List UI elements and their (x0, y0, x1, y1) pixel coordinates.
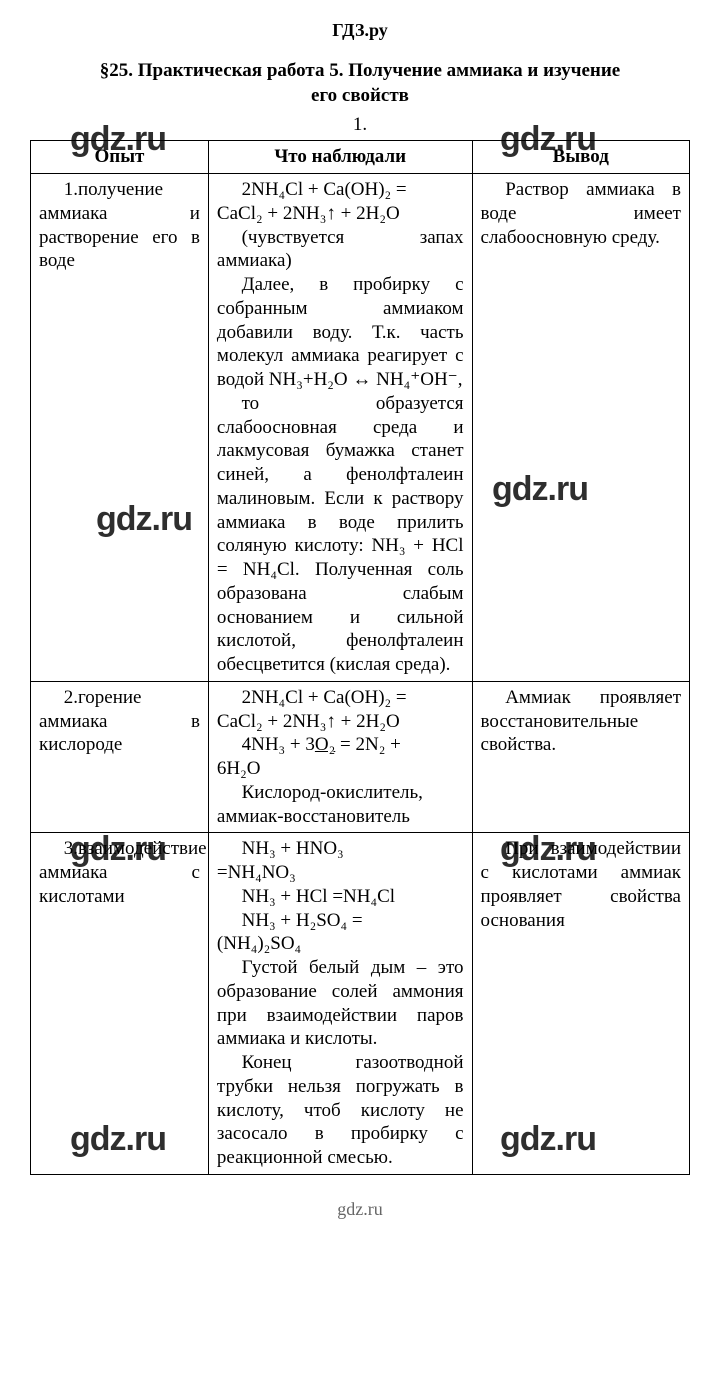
header-observed: Что наблюдали (208, 141, 472, 174)
header-opyt: Опыт (31, 141, 209, 174)
obs-text: Конец газоотводной трубки нельзя погружа… (217, 1051, 464, 1170)
obs-text: то образуется слабоосновная среда и лакм… (217, 392, 464, 677)
eq-line: 2NH₄Cl + Ca(OH)₂ = (217, 178, 464, 202)
table-header-row: Опыт Что наблюдали Вывод (31, 141, 690, 174)
cell-opyt: 3.взаимодействие аммиака с кислотами (31, 833, 209, 1175)
obs-text: Густой белый дым – это образование солей… (217, 956, 464, 1051)
cell-opyt: 1.получение аммиака и растворение его в … (31, 174, 209, 682)
title-line-2: его свойств (311, 85, 409, 106)
eq-line: 2NH₄Cl + Ca(OH)₂ = (217, 686, 464, 710)
cell-conclusion: Раствор аммиака в воде имеет слабоосновн… (472, 174, 689, 682)
site-header: ГДЗ.ру (30, 20, 690, 41)
table-row: 2.горение аммиака в кислороде 2NH₄Cl + C… (31, 681, 690, 833)
page-title: §25. Практическая работа 5. Получение ам… (30, 59, 690, 108)
opyt-text: 3.взаимодействие аммиака с кислотами (39, 837, 200, 908)
obs-text: Далее, в пробирку с собранным аммиаком д… (217, 273, 464, 392)
opyt-text: 2.горение аммиака в кислороде (39, 686, 200, 757)
header-conclusion: Вывод (472, 141, 689, 174)
eq-line: 4NH₃ + 3O₂ = 2N₂ + (217, 733, 464, 757)
conclusion-text: Аммиак проявляет восстановительные свойс… (481, 686, 681, 757)
page-root: ГДЗ.ру §25. Практическая работа 5. Получ… (0, 0, 720, 1250)
table-row: 3.взаимодействие аммиака с кислотами NH₃… (31, 833, 690, 1175)
conclusion-text: Раствор аммиака в воде имеет слабоосновн… (481, 178, 681, 249)
eq-underline: O₂ (315, 734, 335, 755)
eq-line: NH₃ + H₂SO₄ = (217, 909, 464, 933)
cell-observed: 2NH₄Cl + Ca(OH)₂ = CaCl₂ + 2NH₃↑ + 2H₂O … (208, 174, 472, 682)
sub-number: 1. (30, 114, 690, 136)
table-row: 1.получение аммиака и растворение его в … (31, 174, 690, 682)
conclusion-text: При взаимодействии с кислотами аммиак пр… (481, 837, 681, 932)
obs-text: Кислород-окислитель, аммиак-восстановите… (217, 781, 464, 829)
cell-conclusion: Аммиак проявляет восстановительные свойс… (472, 681, 689, 833)
cell-observed: 2NH₄Cl + Ca(OH)₂ = CaCl₂ + 2NH₃↑ + 2H₂O … (208, 681, 472, 833)
cell-opyt: 2.горение аммиака в кислороде (31, 681, 209, 833)
eq-post: = 2N₂ + (335, 734, 401, 755)
eq-line: NH₃ + HCl =NH₄Cl (217, 885, 464, 909)
eq-line: CaCl₂ + 2NH₃↑ + 2H₂O (217, 202, 464, 226)
eq-pre: 4NH₃ + 3 (242, 734, 315, 755)
cell-observed: NH₃ + HNO₃ =NH₄NO₃ NH₃ + HCl =NH₄Cl NH₃ … (208, 833, 472, 1175)
eq-line: CaCl₂ + 2NH₃↑ + 2H₂O (217, 710, 464, 734)
eq-line: NH₃ + HNO₃ (217, 837, 464, 861)
title-line-1: §25. Практическая работа 5. Получение ам… (100, 60, 620, 81)
experiments-table: Опыт Что наблюдали Вывод 1.получение амм… (30, 140, 690, 1175)
cell-conclusion: При взаимодействии с кислотами аммиак пр… (472, 833, 689, 1175)
page-footer: gdz.ru (30, 1199, 690, 1220)
opyt-text: 1.получение аммиака и растворение его в … (39, 178, 200, 273)
eq-line: =NH₄NO₃ (217, 861, 464, 885)
obs-text: (чувствуется запах аммиака) (217, 226, 464, 274)
eq-line: 6H₂O (217, 757, 464, 781)
eq-line: (NH₄)₂SO₄ (217, 932, 464, 956)
